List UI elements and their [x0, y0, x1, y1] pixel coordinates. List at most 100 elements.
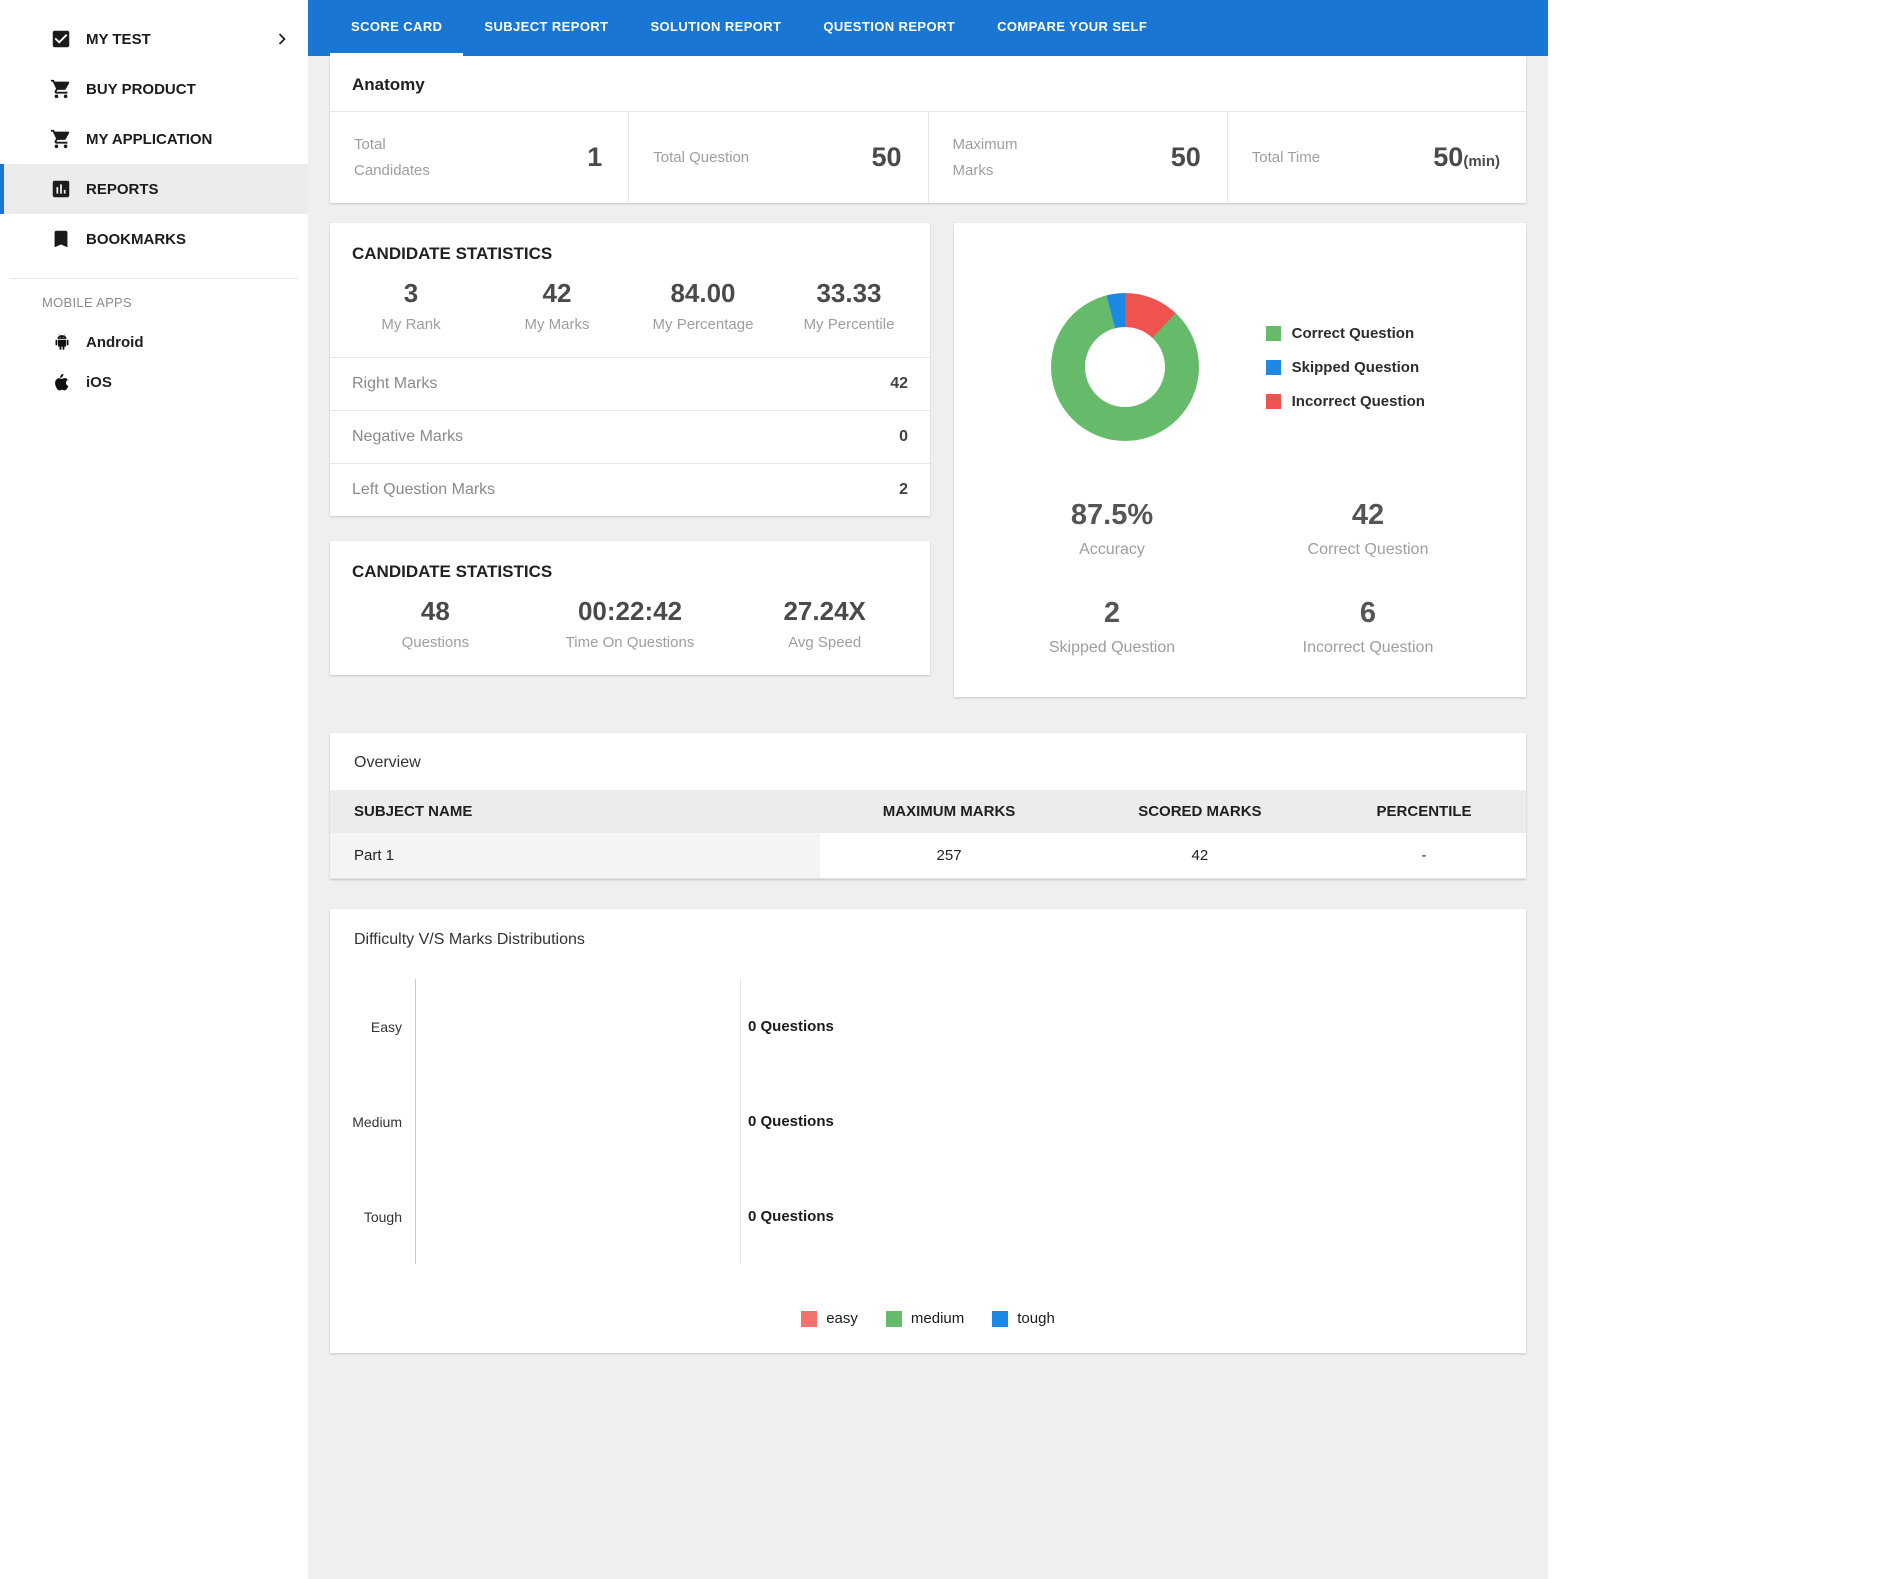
legend-medium: medium — [886, 1310, 964, 1327]
stat-label: Correct Question — [1240, 541, 1496, 559]
stat-value: 00:22:42 — [533, 596, 728, 627]
row-negative-marks: Negative Marks 0 — [330, 410, 930, 463]
difficulty-legend: easy medium tough — [330, 1310, 1526, 1327]
tab-subject-report[interactable]: SUBJECT REPORT — [463, 0, 629, 56]
legend-color-chip — [992, 1311, 1008, 1327]
row-left-question-marks: Left Question Marks 2 — [330, 463, 930, 516]
sidebar-item-bookmarks[interactable]: BOOKMARKS — [0, 214, 308, 264]
bar-value-label: 0 Questions — [748, 1018, 834, 1035]
stat-value: 33.33 — [776, 278, 922, 309]
stat-maximum-marks: Maximum Marks 50 — [928, 112, 1227, 203]
stat-value: 27.24X — [727, 596, 922, 627]
legend-color-chip — [886, 1311, 902, 1327]
cell-percentile: - — [1322, 833, 1526, 879]
category-label: Easy — [330, 1019, 402, 1035]
sidebar-divider — [10, 278, 298, 279]
difficulty-title: Difficulty V/S Marks Distributions — [330, 909, 1526, 965]
stat-value: 6 — [1240, 597, 1496, 630]
stat-label: Avg Speed — [727, 634, 922, 651]
stat-value: 2 — [984, 597, 1240, 630]
performance-donut — [1051, 293, 1199, 441]
performance-stats: 87.5% Accuracy 42 Correct Question 2 Ski… — [984, 499, 1496, 657]
row-label: Negative Marks — [352, 428, 463, 446]
anatomy-stats: Total Candidates 1 Total Question 50 Max… — [330, 112, 1526, 203]
overview-table: SUBJECT NAME MAXIMUM MARKS SCORED MARKS … — [330, 790, 1526, 879]
stat-value: 50(min) — [1433, 142, 1500, 173]
legend-label: easy — [826, 1310, 858, 1327]
bar-row-medium: Medium 0 Questions — [330, 1074, 1526, 1169]
difficulty-card: Difficulty V/S Marks Distributions Easy … — [330, 909, 1526, 1353]
sidebar-item-android[interactable]: Android — [0, 322, 308, 362]
apple-icon — [52, 372, 72, 392]
stat-value: 50 — [1171, 142, 1201, 173]
anatomy-card: Anatomy Total Candidates 1 Total Questio… — [330, 56, 1526, 203]
category-label: Medium — [330, 1114, 402, 1130]
overview-header-row: SUBJECT NAME MAXIMUM MARKS SCORED MARKS … — [330, 790, 1526, 833]
sidebar-item-my-test[interactable]: MY TEST — [0, 14, 308, 64]
legend-label: Correct Question — [1292, 325, 1415, 342]
main-panel: SCORE CARD SUBJECT REPORT SOLUTION REPOR… — [308, 0, 1548, 1579]
sidebar-item-label: MY APPLICATION — [86, 131, 212, 148]
stat-my-percentile: 33.33 My Percentile — [776, 278, 922, 333]
col-scored-marks: SCORED MARKS — [1078, 790, 1322, 833]
bookmark-icon — [50, 228, 72, 250]
sidebar-item-label: REPORTS — [86, 181, 159, 198]
stat-value: 84.00 — [630, 278, 776, 309]
row-label: Left Question Marks — [352, 481, 495, 499]
col-maximum-marks: MAXIMUM MARKS — [820, 790, 1077, 833]
tab-score-card[interactable]: SCORE CARD — [330, 0, 463, 56]
stat-unit: (min) — [1463, 153, 1500, 170]
donut-chart-wrap — [984, 293, 1266, 441]
tab-compare-your-self[interactable]: COMPARE YOUR SELF — [976, 0, 1168, 56]
sidebar-item-reports[interactable]: REPORTS — [0, 164, 308, 214]
stat-label: Skipped Question — [984, 639, 1240, 657]
cart-icon — [50, 78, 72, 100]
candidate-stats-row: 3 My Rank 42 My Marks 84.00 My Percentag… — [330, 272, 930, 357]
overview-card: Overview SUBJECT NAME MAXIMUM MARKS SCOR… — [330, 733, 1526, 879]
legend-skipped-question: Skipped Question — [1266, 359, 1486, 376]
cell-maximum-marks: 257 — [820, 833, 1077, 879]
card-title: CANDIDATE STATISTICS — [330, 223, 930, 272]
stat-value: 3 — [338, 278, 484, 309]
row-value: 2 — [899, 481, 908, 499]
difficulty-bar-chart: Easy 0 Questions Medium 0 Questions Toug… — [330, 979, 1526, 1264]
stat-total-question: Total Question 50 — [628, 112, 927, 203]
tab-solution-report[interactable]: SOLUTION REPORT — [629, 0, 802, 56]
cell-scored-marks: 42 — [1078, 833, 1322, 879]
legend-label: Skipped Question — [1292, 359, 1420, 376]
stat-value: 48 — [338, 596, 533, 627]
stat-label: Total Candidates — [354, 132, 462, 183]
legend-label: tough — [1017, 1310, 1055, 1327]
stat-label: Total Question — [653, 145, 749, 171]
stat-label: Time On Questions — [533, 634, 728, 651]
bar-row-easy: Easy 0 Questions — [330, 979, 1526, 1074]
stat-label: Incorrect Question — [1240, 639, 1496, 657]
row-value: 0 — [899, 428, 908, 446]
candidate-statistics-time-card: CANDIDATE STATISTICS 48 Questions 00:22:… — [330, 541, 930, 675]
chevron-right-icon[interactable] — [272, 29, 292, 49]
stat-my-marks: 42 My Marks — [484, 278, 630, 333]
card-title: CANDIDATE STATISTICS — [330, 541, 930, 590]
sidebar-item-label: MY TEST — [86, 31, 151, 48]
legend-label: medium — [911, 1310, 964, 1327]
cell-subject-name: Part 1 — [330, 833, 820, 879]
sidebar-item-label: BUY PRODUCT — [86, 81, 196, 98]
col-subject-name: SUBJECT NAME — [330, 790, 820, 833]
stat-incorrect-question: 6 Incorrect Question — [1240, 597, 1496, 657]
overview-title: Overview — [330, 733, 1526, 790]
legend-color-chip — [1266, 326, 1281, 341]
performance-card: Correct Question Skipped Question Incorr… — [954, 223, 1526, 697]
android-icon — [52, 332, 72, 352]
sidebar-item-ios[interactable]: iOS — [0, 362, 308, 402]
legend-incorrect-question: Incorrect Question — [1266, 393, 1486, 410]
legend-easy: easy — [801, 1310, 858, 1327]
sidebar-item-my-application[interactable]: MY APPLICATION — [0, 114, 308, 164]
sidebar-item-buy-product[interactable]: BUY PRODUCT — [0, 64, 308, 114]
legend-color-chip — [1266, 360, 1281, 375]
legend-color-chip — [801, 1311, 817, 1327]
table-row: Part 1 257 42 - — [330, 833, 1526, 879]
stat-total-candidates: Total Candidates 1 — [330, 112, 628, 203]
stat-total-time: Total Time 50(min) — [1227, 112, 1526, 203]
tab-question-report[interactable]: QUESTION REPORT — [802, 0, 976, 56]
app-window: MY TEST BUY PRODUCT MY APPLICATION REPOR… — [0, 0, 1548, 1579]
